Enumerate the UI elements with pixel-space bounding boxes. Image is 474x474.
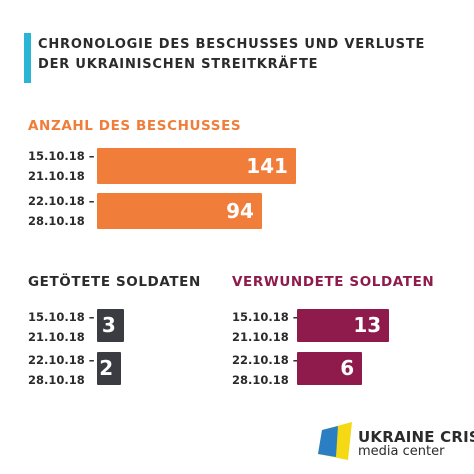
- category-label: 22.10.18 – 28.10.18: [28, 194, 95, 228]
- logo-blue: [318, 426, 338, 457]
- bar: [97, 148, 296, 184]
- title-line: DER UKRAINISCHEN STREITKRÄFTE: [38, 57, 319, 72]
- value-label: 13: [353, 313, 382, 337]
- category-label: 15.10.18 – 21.10.18: [232, 310, 299, 344]
- value-label: 94: [226, 199, 254, 223]
- bar: [297, 352, 363, 385]
- chart-title: GETÖTETE SOLDATEN: [28, 274, 201, 290]
- value-label: 2: [99, 356, 114, 380]
- bar: [97, 193, 262, 229]
- bar: [297, 309, 390, 342]
- accent-bar: [24, 33, 31, 83]
- chart-title: VERWUNDETE SOLDATEN: [232, 274, 435, 290]
- category-label: 15.10.18 – 21.10.18: [28, 310, 95, 344]
- category-label: 22.10.18 – 28.10.18: [28, 353, 95, 387]
- logo-subtext: media center: [358, 444, 445, 459]
- value-label: 141: [246, 154, 288, 178]
- chart-title: ANZAHL DES BESCHUSSES: [28, 118, 242, 134]
- bar: [97, 309, 124, 342]
- value-label: 6: [340, 356, 355, 380]
- bar: [97, 352, 122, 385]
- title-line: CHRONOLOGIE DES BESCHUSSES UND VERLUSTE: [38, 37, 426, 52]
- logo-icon: [318, 422, 352, 460]
- logo-text: UKRAINE CRISIS: [358, 428, 474, 446]
- value-label: 3: [101, 313, 116, 337]
- category-label: 22.10.18 – 28.10.18: [232, 353, 299, 387]
- category-label: 15.10.18 – 21.10.18: [28, 149, 95, 183]
